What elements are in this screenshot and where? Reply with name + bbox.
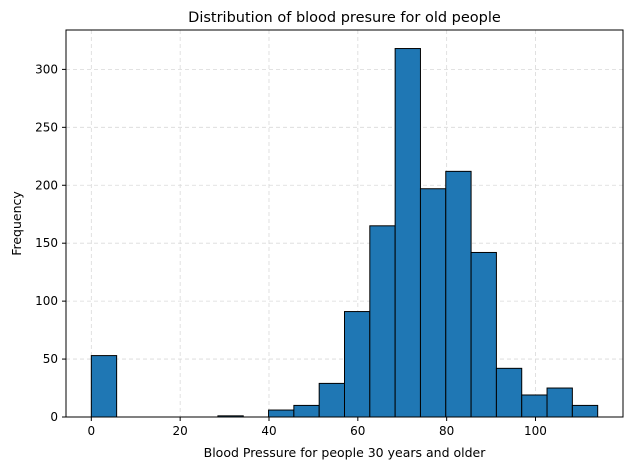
y-axis-label: Frequency (9, 191, 24, 256)
bars-layer (90, 48, 599, 418)
histogram-bar-11 (369, 225, 396, 418)
histogram-bar-12 (394, 48, 421, 418)
histogram-bar-8 (293, 404, 320, 418)
histogram-bar-9 (318, 382, 346, 418)
x-tick-label: 60 (350, 424, 365, 438)
ticks-layer: 0 20 40 60 80 100 0 50 100 150 200 250 300 (35, 62, 547, 438)
histogram-bar-14 (445, 170, 472, 418)
histogram-bar-17 (521, 394, 548, 418)
y-tick-label: 250 (35, 120, 58, 134)
histogram-bar-10 (344, 311, 371, 418)
x-tick-label: 80 (439, 424, 454, 438)
chart-title: Distribution of blood presure for old pe… (188, 10, 501, 26)
x-tick-label: 20 (173, 424, 188, 438)
histogram-bar-19 (571, 404, 599, 418)
x-tick-label: 40 (261, 424, 276, 438)
histogram-bar-15 (470, 251, 497, 418)
x-tick-label: 100 (524, 424, 547, 438)
plot-frame (65, 29, 624, 418)
y-tick-label: 200 (35, 178, 58, 192)
y-tick-label: 300 (35, 62, 58, 76)
x-axis-label: Blood Pressure for people 30 years and o… (204, 445, 487, 460)
y-tick-label: 50 (43, 352, 58, 366)
y-tick-label: 0 (50, 410, 58, 424)
x-tick-label: 0 (87, 424, 95, 438)
y-tick-label: 150 (35, 236, 58, 250)
y-tick-label: 100 (35, 294, 58, 308)
histogram-bar-7 (268, 409, 295, 418)
histogram-bar-18 (546, 387, 573, 418)
histogram-bar-16 (495, 367, 523, 418)
histogram-bar-13 (419, 188, 447, 418)
histogram-bar-0 (90, 355, 118, 418)
